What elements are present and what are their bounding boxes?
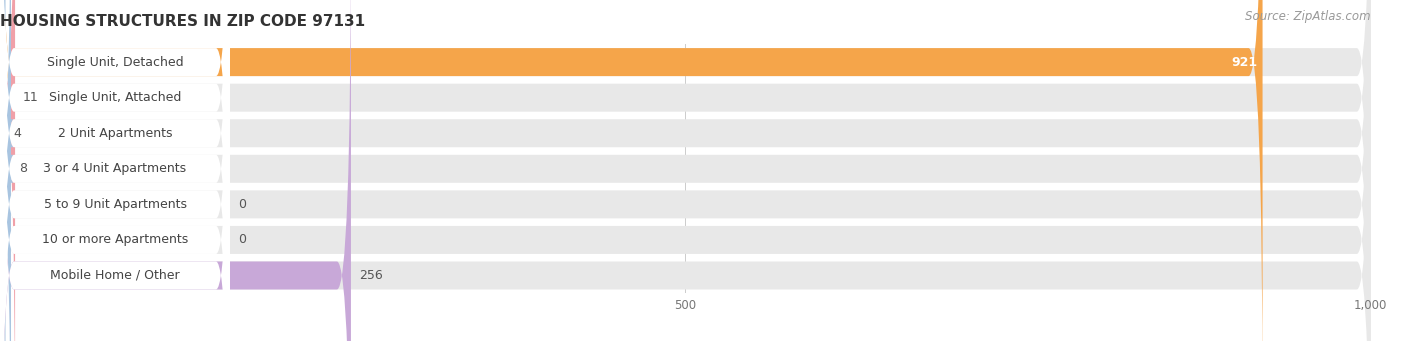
Text: 2 Unit Apartments: 2 Unit Apartments — [58, 127, 173, 140]
FancyBboxPatch shape — [0, 0, 1371, 341]
Text: 256: 256 — [359, 269, 382, 282]
Text: 10 or more Apartments: 10 or more Apartments — [42, 234, 188, 247]
Text: 0: 0 — [238, 234, 246, 247]
FancyBboxPatch shape — [0, 0, 231, 341]
FancyBboxPatch shape — [0, 0, 1371, 341]
FancyBboxPatch shape — [0, 0, 231, 341]
Text: 4: 4 — [14, 127, 21, 140]
FancyBboxPatch shape — [0, 0, 1371, 341]
FancyBboxPatch shape — [0, 0, 1371, 341]
Text: HOUSING STRUCTURES IN ZIP CODE 97131: HOUSING STRUCTURES IN ZIP CODE 97131 — [0, 14, 366, 29]
FancyBboxPatch shape — [0, 0, 15, 341]
Text: Single Unit, Attached: Single Unit, Attached — [49, 91, 181, 104]
FancyBboxPatch shape — [0, 0, 231, 341]
FancyBboxPatch shape — [0, 0, 1371, 341]
FancyBboxPatch shape — [0, 0, 231, 341]
FancyBboxPatch shape — [0, 0, 231, 341]
Text: 11: 11 — [22, 91, 39, 104]
FancyBboxPatch shape — [0, 0, 14, 341]
FancyBboxPatch shape — [0, 0, 14, 341]
Text: 5 to 9 Unit Apartments: 5 to 9 Unit Apartments — [44, 198, 187, 211]
FancyBboxPatch shape — [0, 0, 352, 341]
FancyBboxPatch shape — [0, 0, 1263, 341]
Text: Single Unit, Detached: Single Unit, Detached — [46, 56, 183, 69]
FancyBboxPatch shape — [0, 0, 1371, 341]
Text: 921: 921 — [1232, 56, 1257, 69]
Text: 0: 0 — [238, 198, 246, 211]
FancyBboxPatch shape — [0, 0, 231, 341]
FancyBboxPatch shape — [0, 0, 1371, 341]
Text: 3 or 4 Unit Apartments: 3 or 4 Unit Apartments — [44, 162, 187, 175]
Text: Mobile Home / Other: Mobile Home / Other — [51, 269, 180, 282]
Text: 8: 8 — [18, 162, 27, 175]
Text: Source: ZipAtlas.com: Source: ZipAtlas.com — [1246, 10, 1371, 23]
FancyBboxPatch shape — [0, 0, 231, 341]
